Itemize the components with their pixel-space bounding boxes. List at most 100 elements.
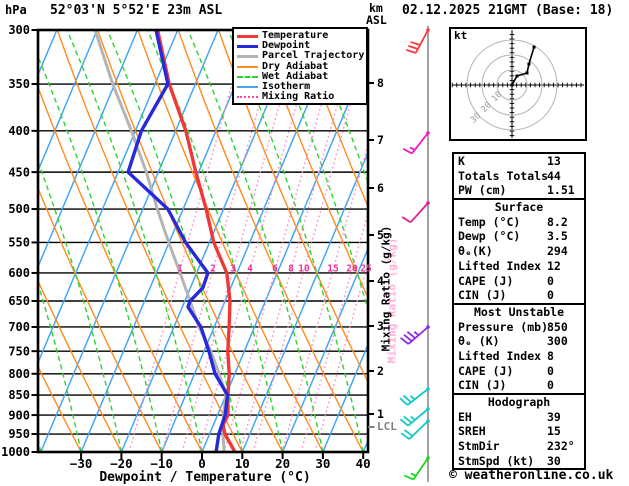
legend-item-dry-adiabat: Dry Adiabat [237, 60, 366, 72]
stats-row-value: 15 [547, 424, 561, 439]
stats-row-label: CIN (J) [458, 288, 507, 303]
datetime-label: 02.12.2025 21GMT (Base: 18) [402, 3, 614, 18]
stats-row-value: 3.5 [547, 229, 568, 244]
barb-feather-half [413, 331, 420, 336]
stats-row: Pressure (mb) 850 [454, 320, 584, 335]
hodograph-frame [449, 27, 587, 141]
stats-row-value: 12 [547, 258, 561, 273]
stats-row: StmDir 232° [454, 439, 584, 454]
barb-feather-half [410, 415, 416, 421]
pressure-label: 950 [8, 427, 30, 441]
stats-row: PW (cm) 1.51 [454, 183, 584, 198]
pressure-label: 450 [8, 165, 30, 179]
legend-item-wet-adiabat: Wet Adiabat [237, 71, 366, 82]
legend-item-label: Dewpoint [262, 40, 311, 52]
stats-section-header: Most Unstable [473, 304, 564, 319]
barb-origin-dot [426, 419, 430, 423]
barb-origin-dot [426, 387, 430, 391]
stats-row-label: θₑ(K) [458, 244, 493, 259]
barb-feather-full [400, 337, 409, 345]
mixing-ratio-value: 25 [360, 264, 372, 275]
barb-feather-half [409, 395, 416, 401]
stats-row-value: 300 [547, 334, 568, 349]
pressure-label: 350 [8, 77, 30, 91]
barb-origin-dot [426, 325, 430, 329]
pressure-label: 300 [8, 23, 30, 37]
temp-label: −20 [110, 456, 133, 471]
stats-row: θₑ (K) 300 [454, 334, 584, 349]
mixing-ratio-value: 4 [247, 264, 253, 275]
dry-adiabat [38, 279, 123, 452]
stats-row-value: 39 [547, 409, 561, 424]
km-label: 2 [377, 364, 384, 378]
wind-barb-column [399, 26, 430, 482]
barb-feather-full [403, 474, 414, 481]
stats-row-label: StmDir [458, 439, 500, 454]
wind-barb [401, 201, 430, 224]
legend-item-isotherm: Isotherm [237, 82, 366, 92]
stats-section: K 13 Totals Totals 44 PW (cm) 1.51 [454, 154, 584, 198]
isotherm [322, 342, 368, 452]
barb-feather-full [406, 49, 417, 54]
wind-barb [400, 325, 430, 345]
stats-row-value: 44 [547, 168, 561, 183]
stats-row: CIN (J) 0 [454, 288, 584, 303]
barb-feather-full [399, 397, 409, 406]
hodograph-trace-point [525, 71, 529, 75]
km-label: 3 [377, 319, 384, 333]
dry-adiabat [38, 186, 163, 452]
barb-shaft [409, 202, 429, 223]
stats-row: Temp (°C) 8.2 [454, 215, 584, 230]
wind-barb [399, 407, 430, 427]
temp-label: −30 [70, 456, 93, 471]
barb-feather-full [401, 216, 412, 224]
pressure-label: 650 [8, 294, 30, 308]
stats-row-label: Pressure (mb) [458, 319, 549, 334]
stats-row-label: K [458, 154, 465, 168]
legend-item-dewpoint: Dewpoint [237, 41, 366, 51]
pressure-label: 500 [8, 202, 30, 216]
stats-row-value: 0 [547, 288, 554, 303]
stats-row-label: StmSpd (kt) [458, 453, 535, 468]
hodograph-trace-point [527, 62, 531, 66]
dry-adiabat [38, 364, 82, 452]
altitude-axis: 8 7 6 5 4 3 2 1 [368, 76, 384, 428]
mixing-ratio-axis-label: Mixing Ratio (g/kg) [379, 225, 393, 352]
barb-feather-half [409, 146, 416, 151]
dry-adiabat [137, 30, 324, 452]
km-label: 6 [377, 181, 384, 195]
stats-row: Totals Totals 44 [454, 169, 584, 184]
isotherm [38, 30, 98, 173]
wind-barb [399, 387, 430, 406]
stats-table: K 13 Totals Totals 44 PW (cm) 1.51 Surface Temp… [452, 152, 586, 471]
stats-section-hodograph: Hodograph EH 39 SREH 15 StmDir 232° StmSpd (kt)… [454, 393, 584, 468]
barb-feather-full [403, 429, 414, 437]
stats-row-value: 8.2 [547, 214, 568, 229]
stats-row-label: PW (cm) [458, 183, 507, 198]
stats-row: θₑ(K) 294 [454, 244, 584, 259]
stats-section-header: Hodograph [487, 395, 551, 409]
mixing-ratio-value-labels: 1 2 3 4 6 8 10 15 20 25 [177, 264, 372, 275]
stats-row: Dewp (°C) 3.5 [454, 229, 584, 244]
stats-row: SREH 15 [454, 424, 584, 439]
hodograph-unit-label: kt [454, 29, 468, 42]
pressure-label: 1000 [1, 445, 30, 459]
stats-row-label: CAPE (J) [458, 273, 514, 288]
stats-section-most-unstable: Most Unstable Pressure (mb) 850 θₑ (K) 300 Li… [454, 302, 584, 393]
temp-label: −10 [150, 456, 173, 471]
stats-row-label: Lifted Index [458, 348, 542, 363]
altitude-unit-label: km [369, 1, 383, 15]
barb-origin-dot [426, 131, 430, 135]
stats-row: Lifted Index 8 [454, 349, 584, 364]
pressure-label: 900 [8, 408, 30, 422]
legend-item-label: Isotherm [262, 81, 311, 93]
hodograph-ring [466, 39, 558, 131]
legend-item-temperature: Temperature [237, 31, 366, 41]
barb-feather-full [400, 432, 410, 440]
legend-item-label: Dry Adiabat [262, 60, 329, 72]
temp-label: 20 [275, 456, 290, 471]
mixing-ratio-value: 8 [288, 264, 294, 275]
mixing-ratio-value: 10 [298, 264, 310, 275]
